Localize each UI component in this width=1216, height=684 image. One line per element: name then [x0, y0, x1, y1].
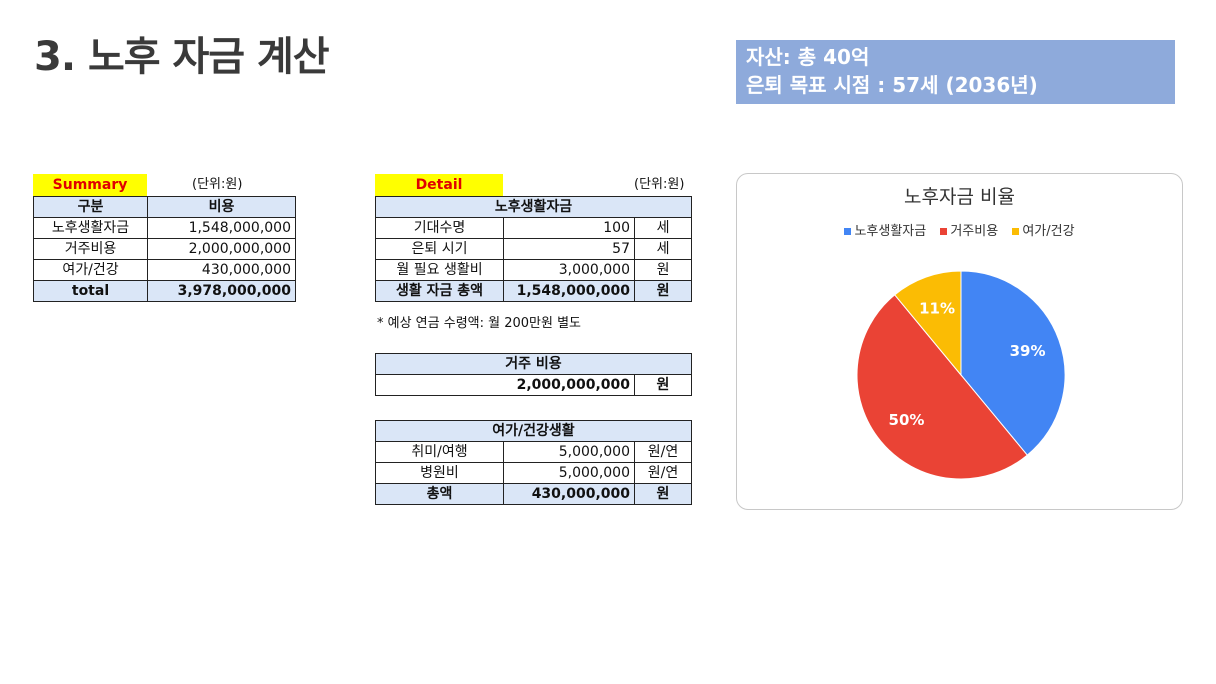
- detail-cell-value: 100: [503, 217, 635, 239]
- summary-total-label: total: [33, 280, 148, 302]
- pie-slice: [960, 270, 1066, 456]
- legend-item: 여가/건강: [1012, 220, 1075, 239]
- detail-living-total-value: 1,548,000,000: [503, 280, 635, 302]
- detail-leisure-total-label: 총액: [375, 483, 504, 505]
- pie-slice: [856, 294, 1028, 480]
- detail-cell-item: 은퇴 시기: [375, 238, 504, 260]
- detail-cell-value: 5,000,000: [503, 441, 635, 463]
- table-row: 병원비 5,000,000 원/연: [375, 462, 692, 484]
- detail-leisure-header: 여가/건강생활: [375, 420, 692, 442]
- summary-header-category: 구분: [33, 196, 148, 218]
- detail-leisure-table: 여가/건강생활 취미/여행 5,000,000 원/연 병원비 5,000,00…: [375, 420, 692, 505]
- detail-unit-note: (단위:원): [634, 177, 685, 192]
- page-title: 3. 노후 자금 계산: [34, 34, 330, 80]
- detail-cell-item: 병원비: [375, 462, 504, 484]
- legend-swatch: [1012, 228, 1020, 235]
- detail-cell-unit: 원: [633, 259, 693, 281]
- summary-cell-category: 여가/건강: [33, 259, 148, 281]
- detail-cell-unit: 세: [633, 217, 693, 239]
- table-row: 노후생활자금 1,548,000,000: [33, 217, 296, 239]
- legend-label: 거주비용: [950, 224, 999, 239]
- detail-cell-item: 기대수명: [375, 217, 504, 239]
- pie-slice-label: 11%: [919, 299, 955, 317]
- detail-living-header: 노후생활자금: [374, 196, 693, 218]
- summary-total-row: total 3,978,000,000: [33, 280, 296, 302]
- detail-leisure-total-value: 430,000,000: [503, 483, 635, 505]
- retirement-target-text: 은퇴 목표 시점 : 57세 (2036년): [746, 73, 1038, 97]
- detail-leisure-total-row: 총액 430,000,000 원: [375, 483, 692, 505]
- detail-living-total-unit: 원: [633, 280, 693, 302]
- detail-cell-item: 월 필요 생활비: [375, 259, 504, 281]
- table-row: 월 필요 생활비 3,000,000 원: [375, 259, 693, 281]
- table-row: 취미/여행 5,000,000 원/연: [375, 441, 692, 463]
- detail-leisure-header-row: 여가/건강생활: [375, 420, 692, 442]
- detail-living-header-row: 노후생활자금: [374, 196, 693, 218]
- chart-legend: 노후생활자금 거주비용 여가/건강: [737, 220, 1182, 239]
- summary-unit-note: (단위:원): [192, 177, 243, 192]
- pie-slice: [894, 270, 962, 377]
- detail-housing-unit: 원: [634, 374, 692, 396]
- detail-housing-header-row: 거주 비용: [375, 353, 692, 375]
- table-row: 은퇴 시기 57 세: [375, 238, 693, 260]
- summary-cell-category: 노후생활자금: [33, 217, 148, 239]
- pie-chart: 39% 50% 11%: [856, 270, 1066, 480]
- detail-label: Detail: [375, 174, 503, 196]
- pie-slice-label: 50%: [889, 411, 925, 429]
- legend-item: 노후생활자금: [844, 220, 926, 239]
- legend-item: 거주비용: [940, 220, 998, 239]
- detail-living-total-row: 생활 자금 총액 1,548,000,000 원: [375, 280, 693, 302]
- asset-info-box: 자산: 총 40억 은퇴 목표 시점 : 57세 (2036년): [736, 40, 1175, 104]
- detail-housing-value: 2,000,000,000: [375, 374, 635, 396]
- legend-label: 노후생활자금: [854, 224, 927, 239]
- legend-label: 여가/건강: [1022, 224, 1075, 239]
- chart-title: 노후자금 비율: [904, 186, 1015, 208]
- summary-table: 구분 비용 노후생활자금 1,548,000,000 거주비용 2,000,00…: [33, 196, 296, 302]
- legend-swatch: [844, 228, 852, 235]
- detail-housing-table: 거주 비용 2,000,000,000 원: [375, 353, 692, 396]
- detail-cell-unit: 세: [633, 238, 693, 260]
- asset-total-text: 자산: 총 40억: [746, 45, 870, 69]
- summary-cell-category: 거주비용: [33, 238, 148, 260]
- pie-slice-label: 39%: [1010, 342, 1046, 360]
- summary-header-cost: 비용: [147, 196, 296, 218]
- detail-cell-value: 3,000,000: [503, 259, 635, 281]
- detail-cell-value: 5,000,000: [503, 462, 635, 484]
- summary-cell-cost: 2,000,000,000: [147, 238, 296, 260]
- detail-living-total-label: 생활 자금 총액: [375, 280, 504, 302]
- table-row: 기대수명 100 세: [375, 217, 693, 239]
- pension-note: * 예상 연금 수령액: 월 200만원 별도: [377, 316, 582, 331]
- summary-cell-cost: 430,000,000: [147, 259, 296, 281]
- table-row: 2,000,000,000 원: [375, 374, 692, 396]
- detail-cell-unit: 원/연: [634, 441, 692, 463]
- detail-living-table: 노후생활자금 기대수명 100 세 은퇴 시기 57 세 월 필요 생활비 3,…: [374, 196, 693, 302]
- detail-cell-unit: 원/연: [634, 462, 692, 484]
- table-row: 거주비용 2,000,000,000: [33, 238, 296, 260]
- detail-housing-header: 거주 비용: [375, 353, 692, 375]
- summary-header-row: 구분 비용: [33, 196, 296, 218]
- detail-cell-item: 취미/여행: [375, 441, 504, 463]
- detail-cell-value: 57: [503, 238, 635, 260]
- detail-leisure-total-unit: 원: [634, 483, 692, 505]
- pie-chart-card: 노후자금 비율 노후생활자금 거주비용 여가/건강 39% 50% 11%: [736, 173, 1183, 510]
- summary-label: Summary: [33, 174, 147, 196]
- summary-total-value: 3,978,000,000: [147, 280, 296, 302]
- summary-cell-cost: 1,548,000,000: [147, 217, 296, 239]
- table-row: 여가/건강 430,000,000: [33, 259, 296, 281]
- legend-swatch: [940, 228, 948, 235]
